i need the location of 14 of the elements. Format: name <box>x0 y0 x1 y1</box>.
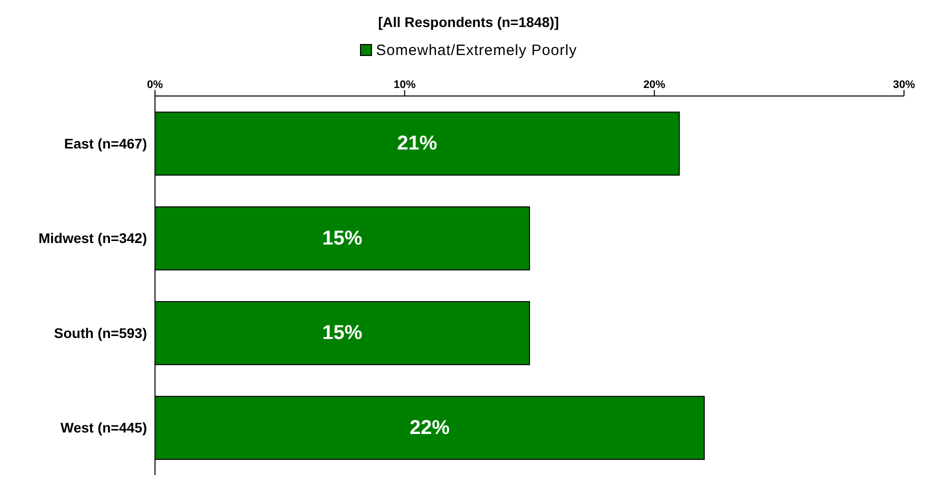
y-tick-label: West (n=445) <box>60 420 147 436</box>
data-label: 15% <box>322 227 362 250</box>
data-label: 15% <box>322 322 362 344</box>
data-label: 21% <box>397 132 438 155</box>
y-tick-label: South (n=593) <box>54 324 147 341</box>
x-tick-label: 20% <box>643 79 666 91</box>
x-tick-label: 10% <box>394 79 416 91</box>
chart-title: [All Respondents (n=1848)] <box>377 13 560 32</box>
legend-label: Somewhat/Extremely Poorly <box>375 42 577 58</box>
x-tick-label: 0% <box>147 79 164 91</box>
y-tick-label: Midwest (n=342) <box>38 230 147 246</box>
x-tick-label: 30% <box>892 79 916 91</box>
y-tick-label: East (n=467) <box>64 135 147 152</box>
data-label: 22% <box>410 416 450 439</box>
